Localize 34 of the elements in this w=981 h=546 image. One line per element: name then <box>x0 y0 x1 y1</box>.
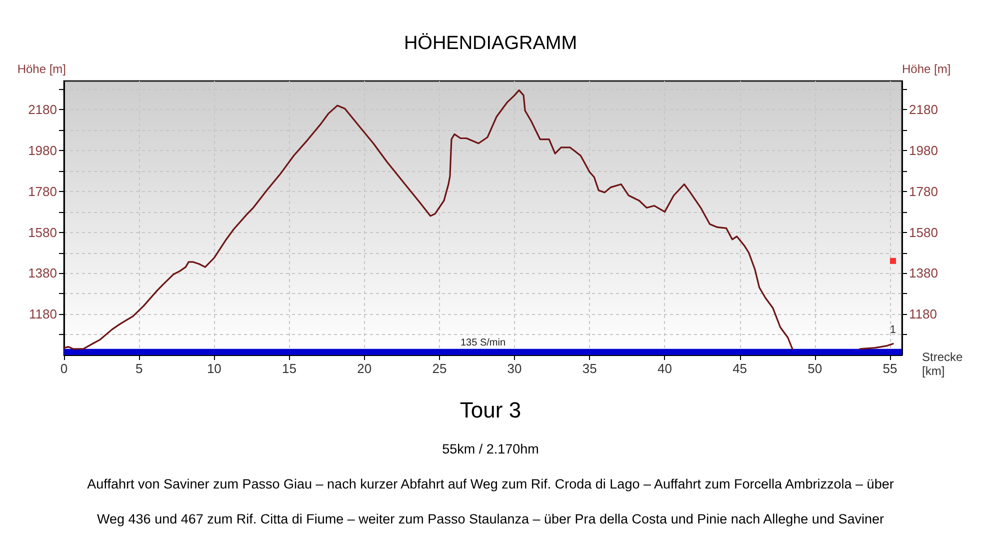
x-tick-label: 5 <box>135 361 143 376</box>
x-tick-label: 20 <box>357 361 372 376</box>
x-tick-label: 25 <box>432 361 447 376</box>
x-tick-label: 30 <box>507 361 522 376</box>
y2-tick-label: 1780 <box>909 184 938 199</box>
y-tick-label: 1980 <box>28 143 57 158</box>
y2-axis-title: Höhe [m] <box>902 62 951 76</box>
text: 55km / 2.170hm <box>442 442 539 456</box>
x-axis-title: Strecke [km] <box>922 350 964 378</box>
x-tick-label: 15 <box>282 361 297 376</box>
x-tick-label: 45 <box>732 361 748 376</box>
x-tick-label: 0 <box>60 361 68 376</box>
chart-title: HÖHENDIAGRAMM <box>404 33 578 54</box>
y2-tick-label: 1580 <box>909 224 938 240</box>
annotation: 1 <box>890 324 896 336</box>
text: Auffahrt von Saviner zum Passo Giau – nach kurzer Abfahrt auf Weg zum Rif. Croda di Lago – Auffahrt zum Forcella Ambrizzola – über <box>87 476 894 492</box>
band-label: 135 S/min <box>460 337 506 348</box>
y-tick-label: 1180 <box>29 306 57 322</box>
y2-tick-label: 1380 <box>909 266 938 281</box>
y-tick-label: 2180 <box>28 102 57 118</box>
x-tick-label: 40 <box>657 361 672 376</box>
x-tick-label: 35 <box>582 361 597 376</box>
y2-tick-label: 1180 <box>909 306 937 322</box>
x-tick-label: 10 <box>206 361 222 376</box>
y-axis-title: Höhe [m] <box>17 62 66 76</box>
y2-tick-label: 1980 <box>909 143 938 158</box>
text: Weg 436 und 467 zum Rif. Citta di Fiume – weiter zum Passo Staulanza – über Pra della Costa und Pinie nach Alleghe und Saviner <box>97 512 884 526</box>
y-tick-label: 1580 <box>28 224 57 240</box>
x-tick-label: 50 <box>808 361 822 376</box>
y2-tick-label: 2180 <box>909 102 938 118</box>
y-tick-label: 1380 <box>28 266 57 281</box>
y-tick-label: 1780 <box>28 184 57 199</box>
text: Tour 3 <box>460 398 522 422</box>
x-tick-label: 55 <box>882 361 898 376</box>
